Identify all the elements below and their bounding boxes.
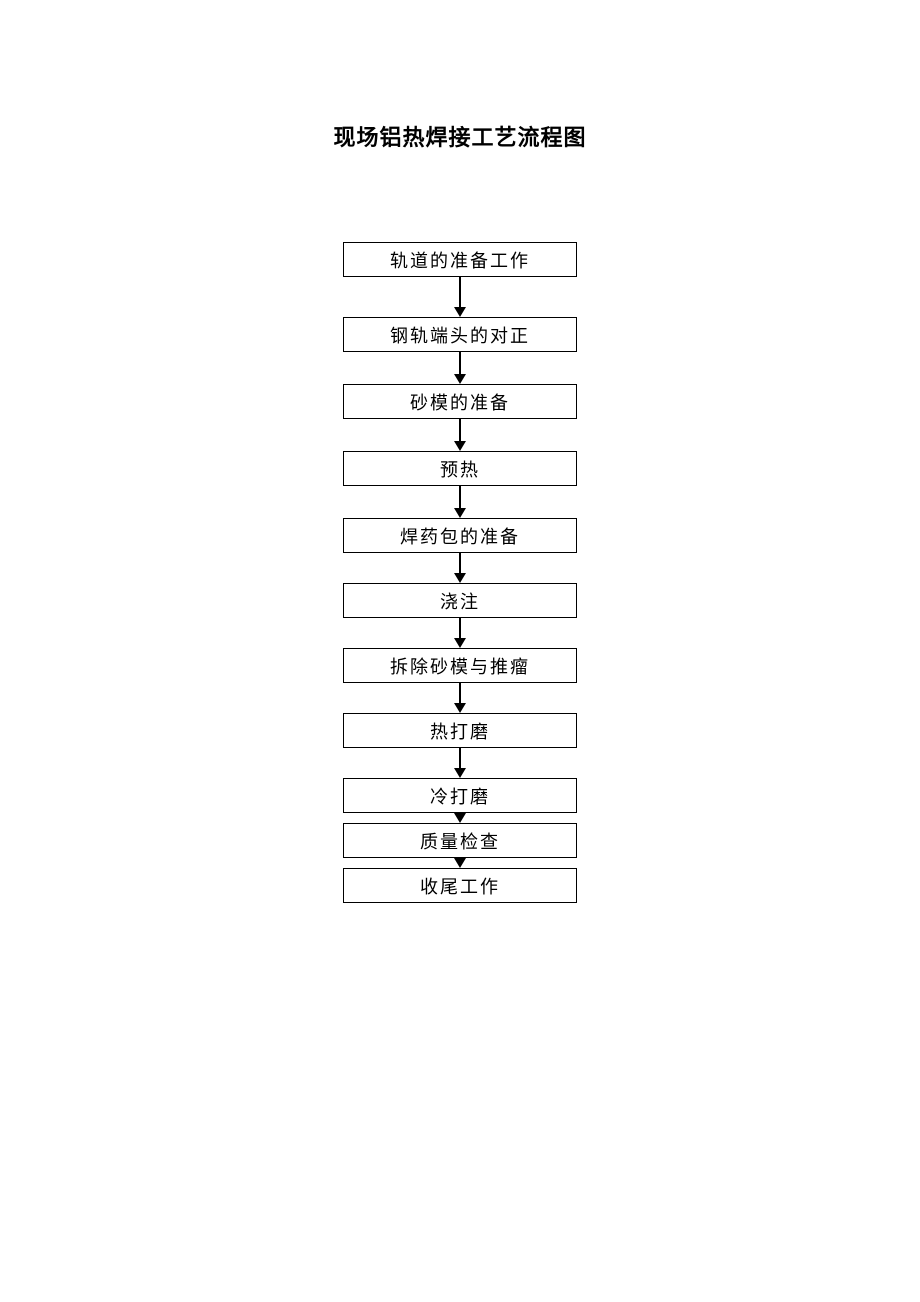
flow-node: 热打磨 [343, 713, 577, 748]
arrow-down-icon [454, 352, 466, 384]
flow-node: 冷打磨 [343, 778, 577, 813]
flow-node: 轨道的准备工作 [343, 242, 577, 277]
arrow-down-icon [454, 553, 466, 583]
arrow-down-icon [454, 748, 466, 778]
flow-node: 拆除砂模与推瘤 [343, 648, 577, 683]
arrow-down-icon [454, 618, 466, 648]
flow-node: 收尾工作 [343, 868, 577, 903]
arrow-down-icon [454, 683, 466, 713]
flow-node: 砂模的准备 [343, 384, 577, 419]
flow-node: 质量检查 [343, 823, 577, 858]
page-title: 现场铝热焊接工艺流程图 [0, 120, 920, 152]
flowchart: 轨道的准备工作 钢轨端头的对正 砂模的准备 预热 焊药包的准备 浇注 [0, 242, 920, 903]
flow-node: 焊药包的准备 [343, 518, 577, 553]
arrow-down-icon [454, 858, 466, 868]
arrow-down-icon [454, 277, 466, 317]
arrow-down-icon [454, 486, 466, 518]
flow-node: 预热 [343, 451, 577, 486]
flow-node: 浇注 [343, 583, 577, 618]
arrow-down-icon [454, 419, 466, 451]
arrow-down-icon [454, 813, 466, 823]
flow-node: 钢轨端头的对正 [343, 317, 577, 352]
